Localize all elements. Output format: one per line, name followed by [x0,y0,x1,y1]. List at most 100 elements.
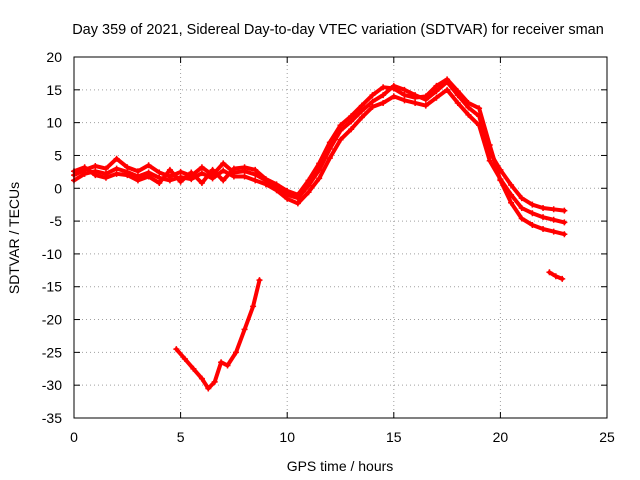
data-point [561,207,568,214]
data-point [561,231,568,238]
data-point [294,200,301,207]
y-tick-label: -5 [50,213,63,229]
data-point [348,118,355,125]
data-point [284,187,291,194]
data-point [134,168,141,175]
data-point [358,114,365,121]
y-axis-label: SDTVAR / TECUs [6,182,22,294]
y-tick-label: 20 [46,49,62,65]
data-point [422,93,429,100]
data-point [198,180,205,187]
data-point [209,166,216,173]
data-point [92,162,99,169]
data-point [401,86,408,93]
data-point [390,85,397,92]
data-point [230,165,237,172]
data-point [181,355,188,362]
data-point [540,225,547,232]
y-tick-label: 15 [46,82,62,98]
data-point [173,346,180,353]
data-point [486,141,493,148]
data-point [476,122,483,129]
data-point [529,210,536,217]
data-point [508,181,515,188]
data-point [145,162,152,169]
data-point [433,82,440,89]
plot-frame [73,56,608,419]
data-point [250,303,257,310]
data-point [550,216,557,223]
data-point [209,175,216,182]
data-point [348,113,355,120]
data-point [241,164,248,171]
x-tick-label: 0 [70,429,78,445]
data-point [262,176,269,183]
data-point [518,204,525,211]
series-satellite-track-e [546,269,566,282]
data-point [433,94,440,101]
data-point [316,175,323,182]
data-point [476,105,483,112]
data-point [497,177,504,184]
data-point [508,199,515,206]
data-point [305,189,312,196]
data-point [205,385,212,392]
data-point [81,170,88,177]
data-point [256,277,263,284]
data-point [337,122,344,129]
data-point [230,173,237,180]
data-point [273,187,280,194]
data-point [305,177,312,184]
data-point [113,165,120,172]
data-point [422,102,429,109]
data-point [316,160,323,167]
x-tick-label: 25 [599,429,615,445]
data-point [559,275,566,282]
data-point [190,365,197,372]
data-point [444,86,451,93]
data-point [369,98,376,105]
y-tick-label: -30 [42,377,62,393]
data-point [454,99,461,106]
data-point [145,173,152,180]
data-point [113,170,120,177]
data-point [550,228,557,235]
data-point [529,222,536,229]
data-point [486,157,493,164]
x-tick-label: 10 [279,429,295,445]
data-point [166,166,173,173]
data-point [412,94,419,101]
series-satellite-track-d [173,277,263,392]
data-point [211,378,218,385]
data-point [252,166,259,173]
data-point [465,111,472,118]
data-point [529,201,536,208]
data-point [433,88,440,95]
data-point [134,177,141,184]
data-points [71,76,568,392]
data-point [401,92,408,99]
y-tick-label: 0 [54,180,62,196]
y-tick-label: -15 [42,279,62,295]
data-point [241,326,248,333]
data-point [546,269,553,276]
data-point [294,191,301,198]
data-point [454,88,461,95]
x-tick-label: 20 [493,429,509,445]
data-point [284,195,291,202]
data-point [465,99,472,106]
data-point [218,359,225,366]
data-point [188,169,195,176]
data-point [224,362,231,369]
data-point [380,99,387,106]
x-axis-label: GPS time / hours [287,458,394,474]
data-point [540,204,547,211]
data-point [348,126,355,133]
data-point [561,219,568,226]
data-point [326,155,333,162]
data-point [102,165,109,172]
data-point [390,93,397,100]
y-tick-label: -10 [42,246,62,262]
data-point [241,173,248,180]
